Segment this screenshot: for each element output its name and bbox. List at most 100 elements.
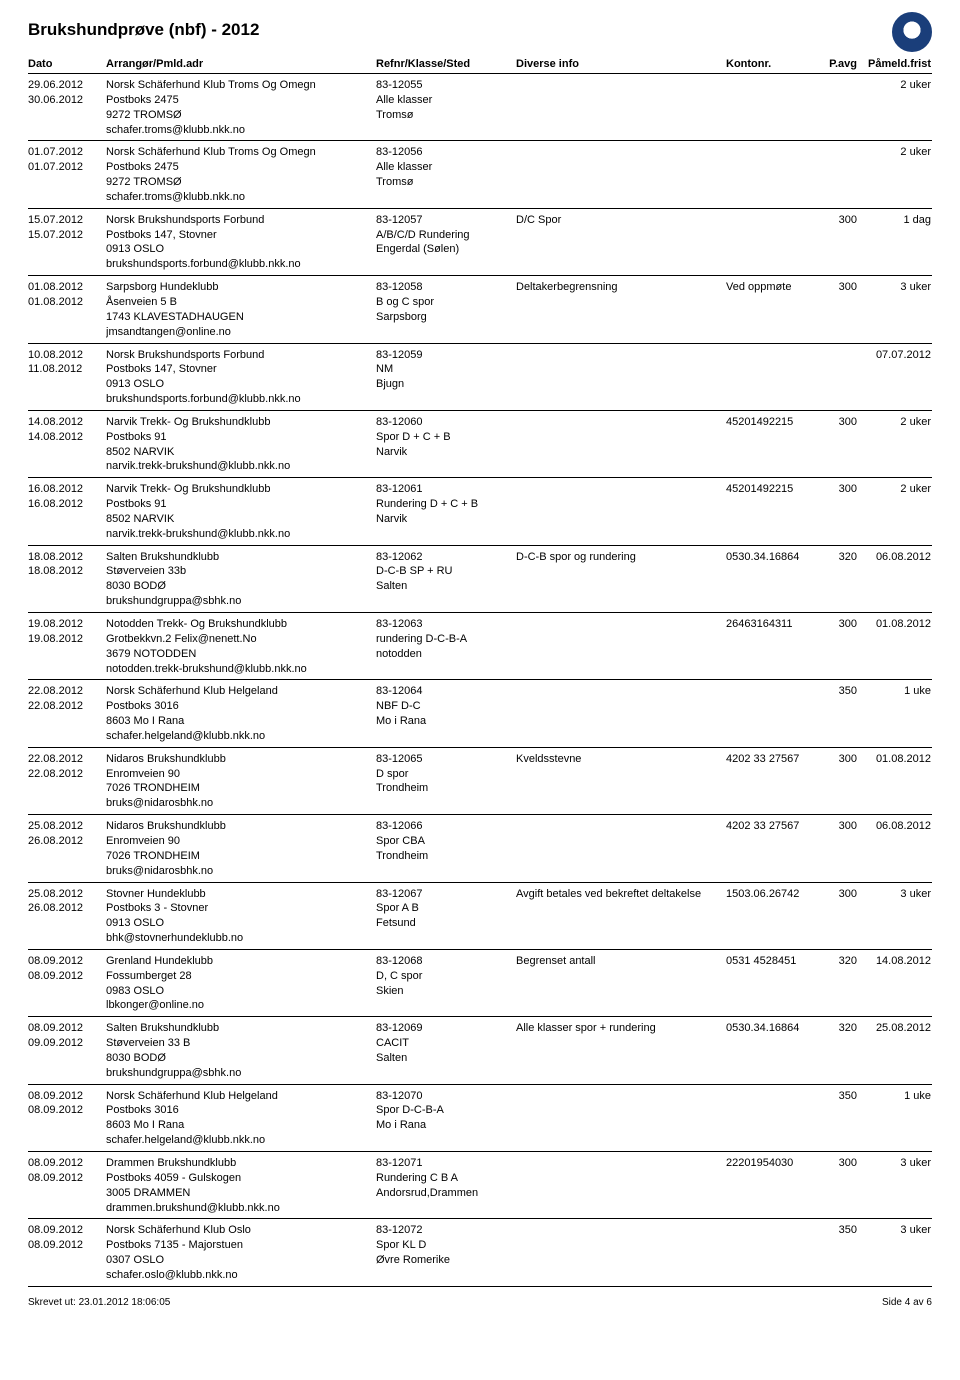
cell-arrangor: Nidaros BrukshundklubbEnromveien 907026 … [106,819,376,878]
cell-frist: 07.07.2012 [861,348,931,407]
cell-pavg [826,145,861,204]
cell-pavg: 300 [826,819,861,878]
cell-arrangor: Norsk Schäferhund Klub HelgelandPostboks… [106,1089,376,1148]
table-row: 19.08.201219.08.2012Notodden Trekk- Og B… [28,613,932,680]
cell-frist: 2 uker [861,415,931,474]
cell-kontonr: 0531 4528451 [726,954,826,1013]
table-row: 10.08.201211.08.2012Norsk Brukshundsport… [28,344,932,411]
cell-kontonr [726,1223,826,1282]
cell-kontonr: 45201492215 [726,482,826,541]
cell-frist: 14.08.2012 [861,954,931,1013]
cell-pavg: 300 [826,887,861,946]
cell-dato: 01.08.201201.08.2012 [28,280,106,339]
page-number: Side 4 av 6 [882,1297,932,1308]
cell-pavg: 320 [826,954,861,1013]
table-row: 01.08.201201.08.2012Sarpsborg Hundeklubb… [28,276,932,343]
cell-kontonr [726,348,826,407]
cell-frist: 1 uke [861,1089,931,1148]
cell-dato: 22.08.201222.08.2012 [28,752,106,811]
cell-frist: 1 dag [861,213,931,272]
cell-arrangor: Norsk Brukshundsports ForbundPostboks 14… [106,348,376,407]
cell-frist: 01.08.2012 [861,752,931,811]
cell-dato: 15.07.201215.07.2012 [28,213,106,272]
cell-dato: 25.08.201226.08.2012 [28,887,106,946]
cell-info [516,684,726,743]
table-row: 22.08.201222.08.2012Norsk Schäferhund Kl… [28,680,932,747]
th-refnr: Refnr/Klasse/Sted [376,58,516,70]
cell-pavg [826,348,861,407]
cell-info [516,1089,726,1148]
cell-frist: 3 uker [861,887,931,946]
cell-dato: 14.08.201214.08.2012 [28,415,106,474]
cell-info: Deltakerbegrensning [516,280,726,339]
cell-kontonr [726,213,826,272]
cell-frist: 2 uker [861,145,931,204]
table-row: 14.08.201214.08.2012Narvik Trekk- Og Bru… [28,411,932,478]
cell-kontonr [726,145,826,204]
table-row: 08.09.201208.09.2012Drammen Brukshundklu… [28,1152,932,1219]
cell-refnr: 83-12069CACITSalten [376,1021,516,1080]
th-pameld-frist: Påmeld.frist [861,58,931,70]
cell-refnr: 83-12064NBF D-CMo i Rana [376,684,516,743]
cell-arrangor: Grenland HundeklubbFossumberget 280983 O… [106,954,376,1013]
cell-info [516,415,726,474]
cell-dato: 22.08.201222.08.2012 [28,684,106,743]
cell-info [516,1223,726,1282]
th-diverse-info: Diverse info [516,58,726,70]
cell-dato: 25.08.201226.08.2012 [28,819,106,878]
cell-refnr: 83-12055Alle klasserTromsø [376,78,516,137]
cell-kontonr: 22201954030 [726,1156,826,1215]
cell-pavg: 350 [826,1223,861,1282]
cell-frist: 3 uker [861,280,931,339]
table-row: 16.08.201216.08.2012Narvik Trekk- Og Bru… [28,478,932,545]
cell-kontonr: 0530.34.16864 [726,1021,826,1080]
cell-refnr: 83-12072Spor KL DØvre Romerike [376,1223,516,1282]
cell-info: D/C Spor [516,213,726,272]
page-footer: Skrevet ut: 23.01.2012 18:06:05 Side 4 a… [28,1297,932,1308]
cell-pavg: 300 [826,617,861,676]
cell-pavg: 350 [826,1089,861,1148]
cell-info [516,482,726,541]
cell-pavg: 350 [826,684,861,743]
cell-arrangor: Drammen BrukshundklubbPostboks 4059 - Gu… [106,1156,376,1215]
cell-frist: 06.08.2012 [861,550,931,609]
cell-frist: 25.08.2012 [861,1021,931,1080]
th-dato: Dato [28,58,106,70]
cell-arrangor: Norsk Schäferhund Klub OsloPostboks 7135… [106,1223,376,1282]
cell-refnr: 83-12059NMBjugn [376,348,516,407]
cell-arrangor: Narvik Trekk- Og BrukshundklubbPostboks … [106,415,376,474]
cell-kontonr: Ved oppmøte [726,280,826,339]
cell-pavg: 300 [826,415,861,474]
cell-pavg: 320 [826,1021,861,1080]
cell-dato: 01.07.201201.07.2012 [28,145,106,204]
table-row: 08.09.201209.09.2012Salten Brukshundklub… [28,1017,932,1084]
cell-pavg: 300 [826,1156,861,1215]
table-row: 15.07.201215.07.2012Norsk Brukshundsport… [28,209,932,276]
cell-refnr: 83-12067Spor A BFetsund [376,887,516,946]
cell-info: Alle klasser spor + rundering [516,1021,726,1080]
logo-badge [892,12,932,52]
cell-frist: 1 uke [861,684,931,743]
page-title: Brukshundprøve (nbf) - 2012 [28,20,932,40]
cell-arrangor: Salten BrukshundklubbStøverveien 33b8030… [106,550,376,609]
cell-info: D-C-B spor og rundering [516,550,726,609]
th-arrangor: Arrangør/Pmld.adr [106,58,376,70]
cell-kontonr: 0530.34.16864 [726,550,826,609]
cell-frist: 06.08.2012 [861,819,931,878]
cell-arrangor: Notodden Trekk- Og BrukshundklubbGrotbek… [106,617,376,676]
cell-info [516,78,726,137]
table-row: 01.07.201201.07.2012Norsk Schäferhund Kl… [28,141,932,208]
th-pavg: P.avg [826,58,861,70]
cell-dato: 18.08.201218.08.2012 [28,550,106,609]
cell-dato: 08.09.201209.09.2012 [28,1021,106,1080]
cell-pavg: 320 [826,550,861,609]
table-row: 08.09.201208.09.2012Grenland HundeklubbF… [28,950,932,1017]
cell-refnr: 83-12063rundering D-C-B-Anotodden [376,617,516,676]
cell-info: Kveldsstevne [516,752,726,811]
cell-dato: 08.09.201208.09.2012 [28,1156,106,1215]
cell-refnr: 83-12068D, C sporSkien [376,954,516,1013]
cell-kontonr: 4202 33 27567 [726,819,826,878]
cell-arrangor: Norsk Schäferhund Klub Troms Og OmegnPos… [106,78,376,137]
cell-refnr: 83-12058B og C sporSarpsborg [376,280,516,339]
table-row: 29.06.201230.06.2012Norsk Schäferhund Kl… [28,74,932,141]
